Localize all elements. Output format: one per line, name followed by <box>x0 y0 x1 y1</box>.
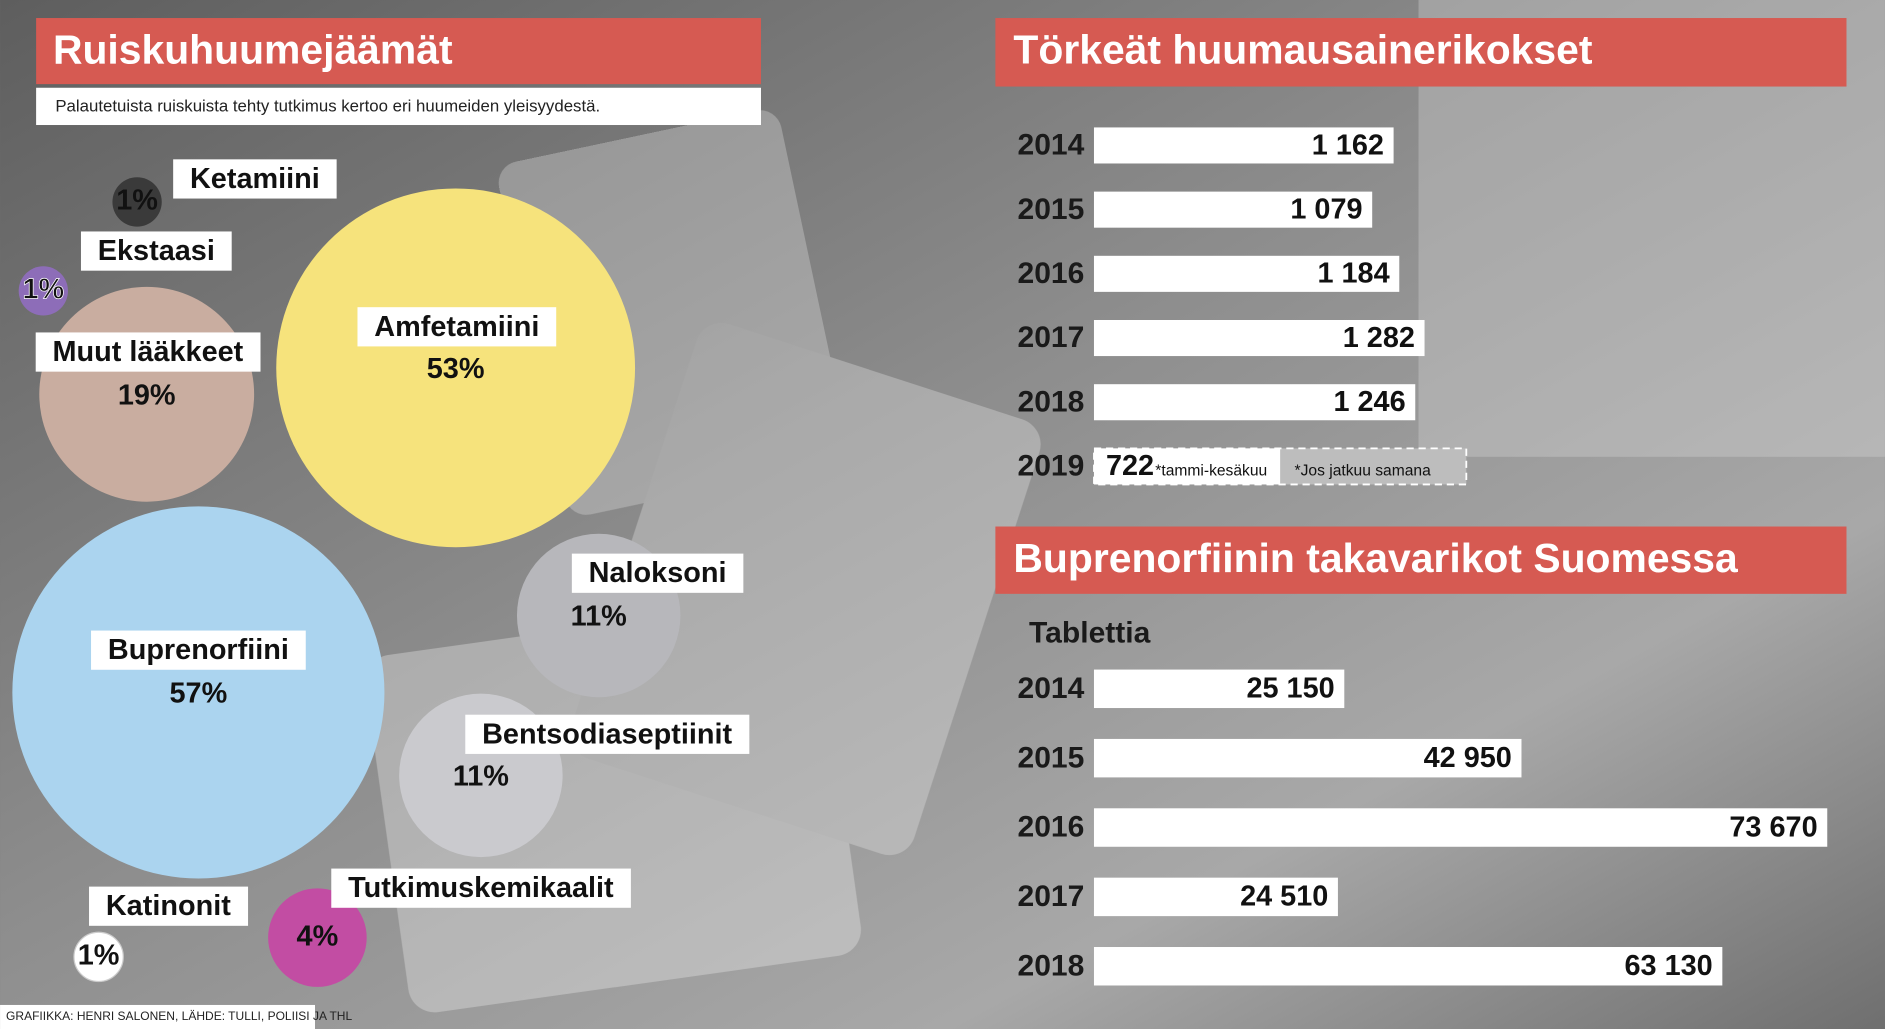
chart-title: Ruiskuhuumejäämät <box>53 27 453 73</box>
bar <box>1093 384 1416 421</box>
bubble <box>112 177 162 227</box>
value-label: 1% <box>78 939 120 971</box>
value-label: 11% <box>571 601 627 633</box>
annotation: *tammi-kesäkuu <box>1155 462 1267 479</box>
title-bar <box>995 18 1847 87</box>
bubble <box>276 188 636 548</box>
chart-subtitle: Palautetuista ruiskuista tehty tutkimus … <box>55 96 600 115</box>
value-label: 1 246 <box>1333 386 1405 418</box>
value-label: 73 670 <box>1729 811 1817 843</box>
y-tick-label: 2016 <box>1018 257 1085 290</box>
bubble-label: Ketamiini <box>190 163 320 195</box>
y-tick-label: 2016 <box>1018 811 1085 844</box>
bubble-label: Buprenorfiini <box>108 634 289 666</box>
chart-title: Törkeät huumausainerikokset <box>1013 27 1592 73</box>
value-label: 1 162 <box>1312 129 1384 161</box>
bubble-label: Naloksoni <box>589 557 727 589</box>
y-tick-label: 2015 <box>1018 193 1085 226</box>
value-label: 1 282 <box>1343 322 1415 354</box>
annotation: *Jos jatkuu samana <box>1295 462 1432 479</box>
bubble <box>12 506 385 879</box>
label-box <box>89 886 249 926</box>
bubble-label: Katinonit <box>106 890 231 922</box>
bar <box>1093 808 1828 847</box>
bubble-label: Tutkimuskemikaalit <box>348 872 614 904</box>
y-tick-label: 2017 <box>1018 321 1085 354</box>
label-box <box>91 630 306 670</box>
value-label: 11% <box>453 760 509 792</box>
value-label: 24 510 <box>1240 881 1328 913</box>
bar <box>1093 319 1425 357</box>
bubble <box>18 266 68 316</box>
label-box <box>357 307 557 347</box>
chart-subtitle: Tablettia <box>1029 617 1151 650</box>
chart-title: Buprenorfiinin takavarikot Suomessa <box>1013 535 1738 581</box>
y-tick-label: 2019 <box>1018 450 1085 483</box>
bubble-label: Bentsodiaseptiinit <box>482 718 732 750</box>
value-label: 1% <box>22 274 64 306</box>
bubble-label: Ekstaasi <box>98 235 215 267</box>
y-tick-label: 2017 <box>1018 880 1085 913</box>
label-box <box>80 231 232 271</box>
bar <box>1093 448 1281 485</box>
label-box <box>465 714 750 754</box>
label-box <box>35 332 261 372</box>
value-label: 722 <box>1106 450 1154 482</box>
label-box <box>571 553 744 593</box>
value-label: 1 079 <box>1290 193 1362 225</box>
value-label: 19% <box>118 379 176 411</box>
bar <box>1093 947 1723 986</box>
bar <box>1093 877 1338 917</box>
value-label: 57% <box>170 677 228 709</box>
subtitle-box <box>36 87 761 126</box>
y-tick-label: 2014 <box>1018 129 1085 162</box>
bar <box>1093 738 1522 778</box>
title-bar <box>36 18 761 85</box>
y-tick-label: 2018 <box>1018 385 1085 418</box>
bubble-label: Muut lääkkeet <box>53 336 244 368</box>
value-label: 1 184 <box>1317 258 1389 290</box>
bubble <box>73 931 124 983</box>
bar <box>1093 669 1345 709</box>
value-label: 42 950 <box>1424 742 1512 774</box>
label-box <box>331 868 631 908</box>
y-tick-label: 2014 <box>1018 672 1085 705</box>
bar <box>1093 191 1373 228</box>
y-tick-label: 2018 <box>1018 949 1085 982</box>
title-bar <box>995 526 1847 594</box>
value-label: 63 130 <box>1624 950 1712 982</box>
label-box <box>173 159 337 199</box>
bubble-label: Amfetamiini <box>374 311 539 343</box>
y-tick-label: 2015 <box>1018 741 1085 774</box>
value-label: 25 150 <box>1246 673 1334 705</box>
value-label: 4% <box>297 920 339 952</box>
value-label: 1% <box>116 185 158 217</box>
footer: GRAFIIKKA: HENRI SALONEN, LÄHDE: TULLI, … <box>6 1009 352 1023</box>
bubble <box>268 888 367 987</box>
value-label: 53% <box>427 353 485 385</box>
footer-box <box>0 1004 316 1029</box>
bar <box>1093 127 1394 164</box>
bar <box>1093 255 1400 292</box>
